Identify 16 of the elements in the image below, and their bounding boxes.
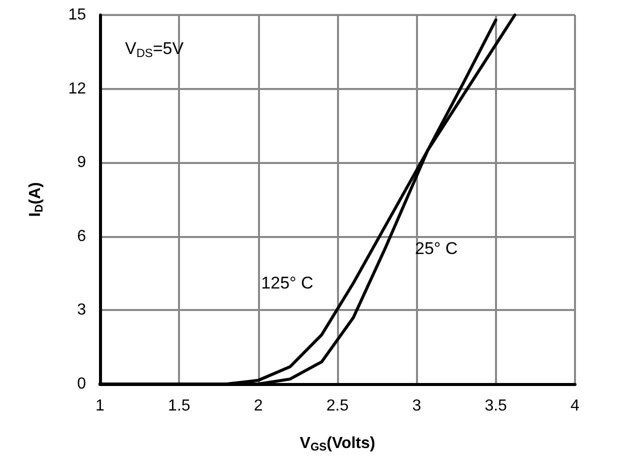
y-tick-label: 3 <box>77 302 86 319</box>
x-tick-label: 4 <box>570 398 580 414</box>
y-tick-label: 15 <box>68 6 86 24</box>
series-label: 25° C <box>415 239 458 258</box>
x-tick-label: 3 <box>412 398 422 414</box>
x-tick-label: 3.5 <box>484 398 508 414</box>
y-tick-label: 9 <box>77 154 86 172</box>
series-label: 125° C <box>261 274 314 293</box>
y-axis-title: ID(A) <box>27 182 46 217</box>
x-tick-label: 1 <box>96 398 105 414</box>
x-tick-label: 2.5 <box>326 398 349 414</box>
y-tick-label: 0 <box>77 376 86 392</box>
x-tick-label: 1.5 <box>168 398 190 414</box>
y-tick-label: 6 <box>77 228 86 245</box>
y-tick-label: 12 <box>68 80 86 98</box>
x-tick-label: 2 <box>254 398 263 414</box>
